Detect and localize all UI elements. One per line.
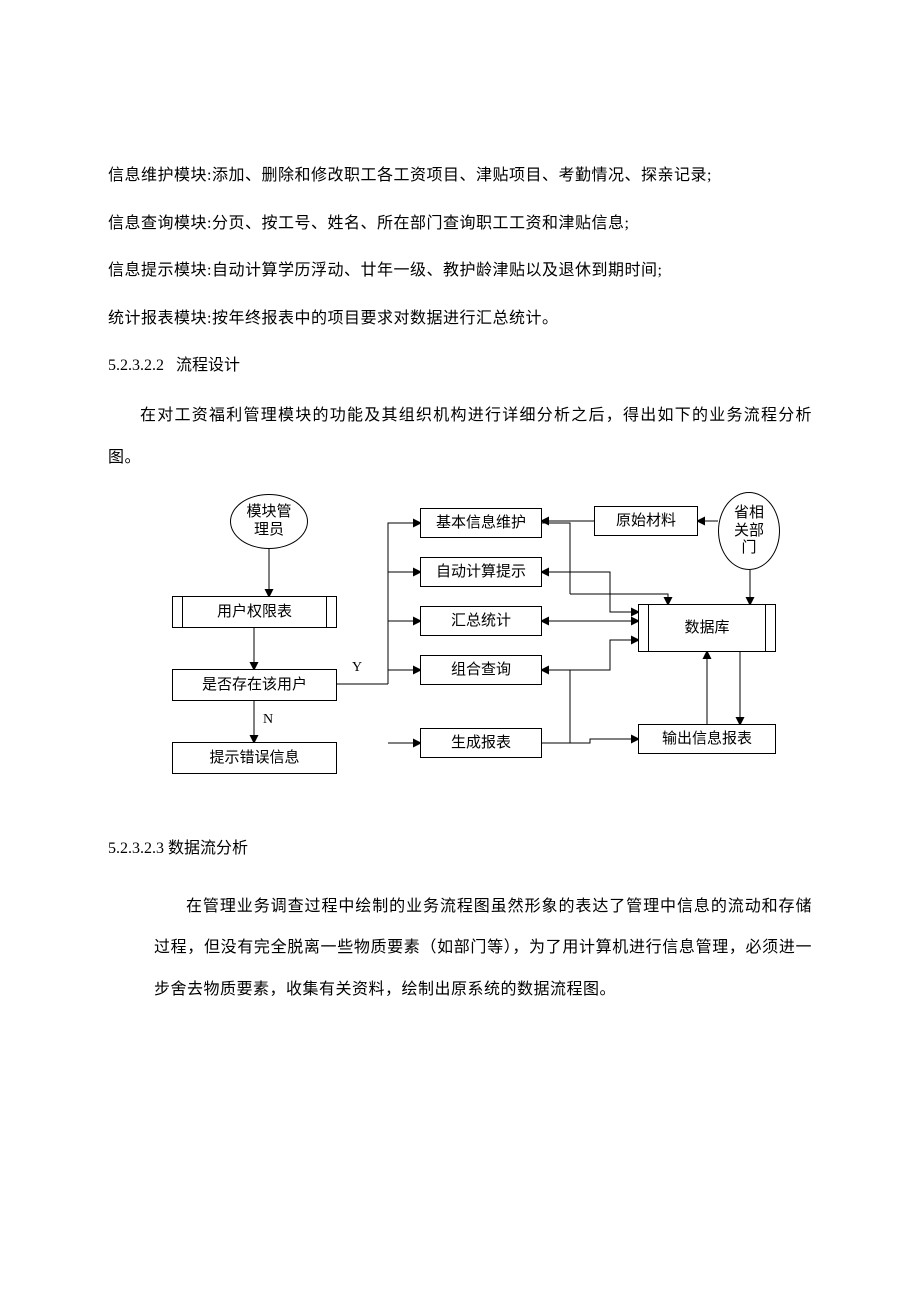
node-report: 生成报表 xyxy=(420,728,542,758)
node-raw: 原始材料 xyxy=(594,506,698,536)
para-process-intro: 在对工资福利管理模块的功能及其组织机构进行详细分析之后，得出如下的业务流程分析图… xyxy=(108,395,812,478)
node-perm: 用户权限表 xyxy=(172,596,337,628)
label-N: N xyxy=(263,712,273,728)
label-Y: Y xyxy=(352,660,362,676)
node-error: 提示错误信息 xyxy=(172,742,337,774)
node-admin: 模块管理员 xyxy=(230,494,308,549)
node-output: 输出信息报表 xyxy=(638,724,776,754)
heading-text: 流程设计 xyxy=(176,357,240,374)
para-info-query: 信息查询模块:分页、按工号、姓名、所在部门查询职工工资和津贴信息; xyxy=(108,203,812,245)
heading-number: 5.2.3.2.2 xyxy=(108,357,164,374)
para-info-maintain: 信息维护模块:添加、删除和修改职工各工资项目、津贴项目、考勤情况、探亲记录; xyxy=(108,155,812,197)
edge-18 xyxy=(542,670,570,743)
edge-4 xyxy=(388,523,420,684)
node-exist: 是否存在该用户 xyxy=(172,669,337,701)
edge-13 xyxy=(542,640,638,670)
para-info-hint: 信息提示模块:自动计算学历浮动、廿年一级、教护龄津贴以及退休到期时间; xyxy=(108,250,812,292)
node-basic: 基本信息维护 xyxy=(420,508,542,538)
edge-11 xyxy=(542,572,638,612)
node-dept: 省相关部门 xyxy=(718,492,780,570)
flowchart-process: 模块管理员 省相关部门用户权限表是否存在该用户提示错误信息 基本信息维护自动计算提示… xyxy=(110,484,810,804)
heading-process-design: 5.2.3.2.2 流程设计 xyxy=(108,345,812,387)
node-query: 组合查询 xyxy=(420,655,542,685)
heading-dataflow: 5.2.3.2.3 数据流分析 xyxy=(108,828,812,870)
node-auto: 自动计算提示 xyxy=(420,557,542,587)
node-db: 数据库 xyxy=(638,604,776,652)
para-stat-report: 统计报表模块:按年终报表中的项目要求对数据进行汇总统计。 xyxy=(108,298,812,340)
edge-15 xyxy=(570,594,668,604)
node-sum: 汇总统计 xyxy=(420,606,542,636)
edge-17 xyxy=(542,739,638,743)
para-dataflow-body: 在管理业务调查过程中绘制的业务流程图虽然形象的表达了管理中信息的流动和存储过程，… xyxy=(108,886,812,1011)
edge-14 xyxy=(542,523,570,594)
